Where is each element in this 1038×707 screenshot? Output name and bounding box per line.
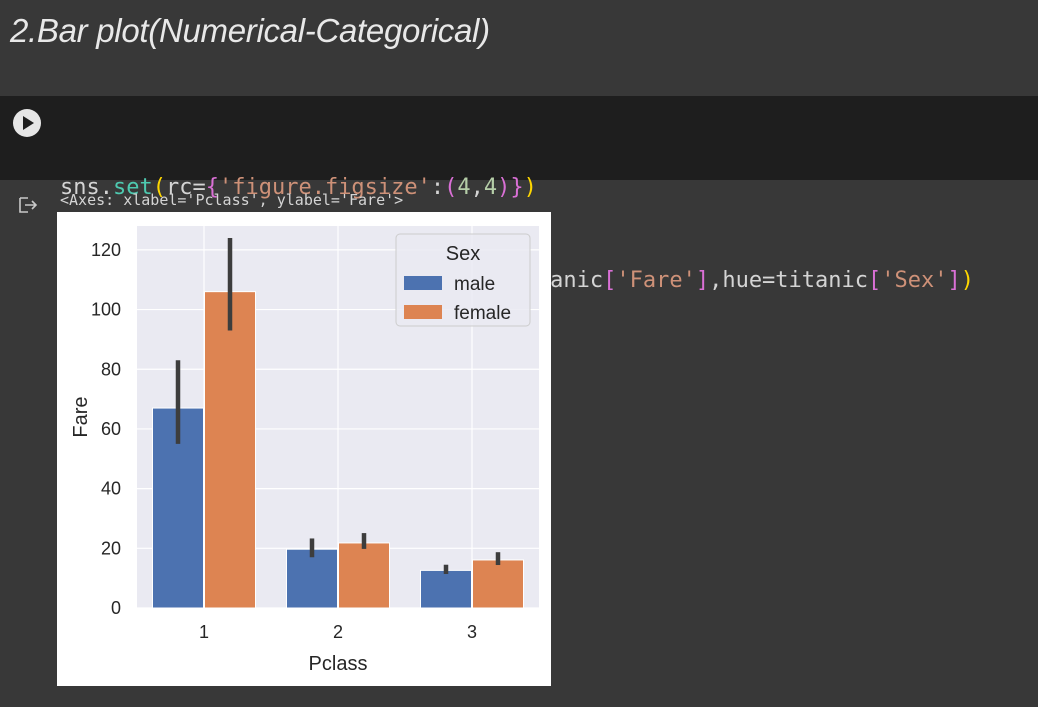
line2-token-8: 'Fare'	[616, 268, 696, 293]
line2-token-14: )	[960, 268, 975, 293]
y-tick-label-120: 120	[91, 240, 121, 260]
line2-token-13: ]	[947, 268, 961, 293]
line1-token-7: (	[444, 175, 458, 200]
line1-token-5: 'figure.figsize'	[218, 175, 431, 200]
x-tick-label-1: 1	[199, 622, 209, 642]
line1-token-1: set	[112, 175, 153, 200]
line1-token-4: {	[205, 175, 219, 200]
line2-token-11: [	[868, 268, 882, 293]
code-line-1: sns.set(rc={'figure.figsize':(4,4)})	[60, 172, 974, 203]
legend-label-female: female	[454, 303, 511, 324]
line2-token-7: [	[603, 268, 617, 293]
bar-male-2	[286, 548, 338, 609]
legend-box	[395, 233, 531, 327]
bar-male-3	[420, 569, 472, 609]
legend-swatch-female	[404, 305, 442, 319]
x-tick-label-2: 2	[333, 622, 343, 642]
code-cell[interactable]	[0, 96, 1038, 180]
x-axis-label: Pclass	[309, 653, 368, 675]
legend-title: Sex	[446, 243, 480, 265]
bar-female-1	[204, 291, 256, 609]
line1-token-12: }	[510, 175, 524, 200]
line1-token-0: sns.	[60, 175, 113, 200]
line1-token-2: (	[152, 175, 166, 200]
y-tick-label-60: 60	[101, 419, 121, 439]
line2-token-10: ,hue=titanic	[709, 268, 869, 293]
bar-chart: 0 20 40 60 80 100 120 1 2 3 Pclass Fare Sex male femal…	[70, 226, 539, 675]
markdown-heading: 2.Bar plot(Numerical-Categorical)	[10, 12, 490, 49]
output-text: <Axes: xlabel='Pclass', ylabel='Fare'>	[60, 191, 404, 209]
bar-female-2	[338, 542, 390, 609]
y-tick-label-20: 20	[101, 538, 121, 558]
markdown-cell[interactable]: 2.Bar plot(Numerical-Categorical)	[0, 0, 1038, 96]
line1-token-11: )	[497, 175, 511, 200]
line1-token-9: ,	[470, 175, 484, 200]
bar-female-3	[472, 559, 524, 609]
line1-token-8: 4	[457, 175, 471, 200]
line1-token-13: )	[523, 175, 537, 200]
line1-token-6: :	[430, 175, 445, 200]
line1-token-10: 4	[483, 175, 498, 200]
line2-token-12: 'Sex'	[881, 268, 948, 293]
y-axis-label: Fare	[70, 396, 92, 437]
legend-swatch-male	[404, 276, 442, 290]
y-tick-label-100: 100	[91, 300, 121, 320]
run-cell-button[interactable]	[13, 109, 41, 137]
y-tick-label-0: 0	[111, 598, 121, 618]
line2-token-9: ]	[695, 268, 710, 293]
play-icon	[23, 116, 34, 130]
legend-label-male: male	[454, 274, 495, 295]
y-tick-label-40: 40	[101, 479, 121, 499]
x-tick-label-3: 3	[467, 622, 477, 642]
line1-token-3: rc=	[165, 175, 206, 200]
plot-output: 0 20 40 60 80 100 120 1 2 3 Pclass Fare Sex male femal…	[57, 212, 551, 686]
output-arrow-icon[interactable]	[18, 196, 38, 214]
y-tick-label-80: 80	[101, 359, 121, 379]
